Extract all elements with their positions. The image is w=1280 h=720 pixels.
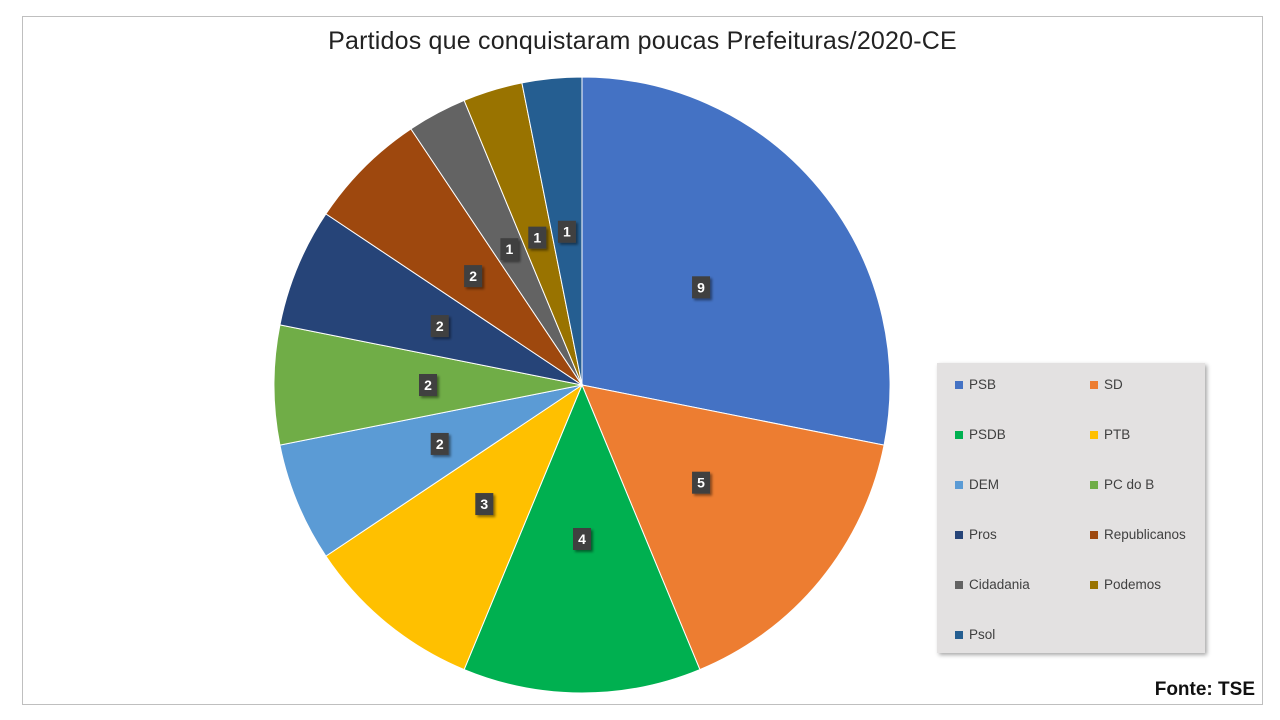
data-label-text: 2 — [469, 268, 477, 284]
data-label-box — [475, 493, 494, 516]
legend-swatch — [955, 630, 963, 639]
legend-swatch — [1090, 580, 1098, 589]
chart-area: Partidos que conquistaram poucas Prefeit… — [22, 16, 1263, 705]
data-label-box — [500, 238, 519, 261]
legend-label: Podemos — [1104, 577, 1162, 592]
pie-slice-ptb — [325, 383, 584, 671]
legend-item-ptb: PTB — [1090, 427, 1130, 442]
legend-label: Pros — [969, 527, 997, 542]
legend-swatch — [1090, 530, 1098, 539]
legend-item-republicanos: Republicanos — [1090, 527, 1186, 542]
legend-label: Psol — [969, 627, 996, 642]
legend-label: PSDB — [969, 427, 1006, 442]
legend-label: PTB — [1104, 427, 1131, 442]
data-label-dem: 2 — [430, 432, 449, 455]
legend-swatch — [955, 430, 963, 439]
data-label-psdb: 4 — [573, 528, 591, 550]
data-label-text: 2 — [436, 436, 444, 452]
data-label-ptb: 3 — [475, 493, 494, 516]
legend: PSB SD PSDB PTB DEM PC do B Pros Republicanos Ci… — [937, 363, 1205, 653]
legend-item-pc-do-b: PC do B — [1090, 477, 1154, 492]
data-label-cidadania: 1 — [500, 238, 519, 261]
data-label-podemos: 1 — [528, 226, 547, 249]
data-label-box — [430, 432, 449, 455]
legend-swatch — [1090, 430, 1098, 439]
legend-label: PSB — [969, 377, 997, 392]
legend-item-cidadania: Cidadania — [955, 577, 1030, 592]
legend-swatch — [1090, 380, 1098, 389]
legend-label: Cidadania — [969, 577, 1030, 592]
data-label-pros: 2 — [430, 315, 449, 338]
data-label-box — [692, 471, 711, 494]
legend-swatch — [955, 480, 963, 489]
data-label-text: 1 — [533, 230, 541, 246]
chart-title: Partidos que conquistaram poucas Prefeit… — [328, 27, 957, 55]
source-note: Fonte: TSE — [1154, 679, 1255, 700]
pie-slice-dem — [279, 384, 583, 557]
legend-label: Republicanos — [1104, 527, 1186, 542]
pie-slice-sd — [581, 384, 885, 671]
pie-slice-psol — [521, 76, 583, 386]
legend-swatch — [955, 530, 963, 539]
legend-label: SD — [1104, 377, 1123, 392]
data-label-text: 4 — [578, 531, 586, 547]
legend-item-pros: Pros — [955, 527, 997, 542]
data-label-text: 5 — [697, 475, 705, 491]
data-label-text: 2 — [436, 318, 444, 334]
data-label-box — [557, 220, 576, 243]
data-label-text: 3 — [480, 496, 488, 512]
pie-data-labels: 9 5 4 3 2 2 2 2 1 1 1 — [419, 220, 711, 550]
legend-label: DEM — [969, 477, 999, 492]
data-label-sd: 5 — [692, 471, 711, 494]
data-label-box — [692, 276, 711, 299]
legend-item-psb: PSB — [955, 377, 996, 392]
legend-item-podemos: Podemos — [1090, 577, 1161, 592]
data-label-box — [573, 528, 591, 550]
data-label-text: 1 — [506, 241, 514, 257]
pie-slice-pros — [279, 213, 583, 386]
data-label-pc-do-b: 2 — [419, 374, 437, 396]
legend-label: PC do B — [1104, 477, 1155, 492]
data-label-psb: 9 — [692, 276, 711, 299]
pie-slice-psb — [581, 76, 891, 446]
legend-swatch — [955, 580, 963, 589]
legend-swatch — [1090, 480, 1098, 489]
pie-slice-republicanos — [325, 128, 583, 386]
data-label-box — [528, 226, 547, 249]
data-label-text: 9 — [697, 279, 705, 295]
data-label-text: 2 — [424, 377, 432, 393]
data-label-psol: 1 — [557, 220, 576, 243]
data-label-text: 1 — [563, 224, 571, 240]
legend-item-psol: Psol — [955, 627, 995, 642]
legend-swatch — [955, 380, 963, 389]
pie-chart: 9 5 4 3 2 2 2 2 1 1 1 — [273, 76, 891, 694]
pie-slices — [273, 76, 891, 694]
data-label-box — [430, 315, 449, 338]
data-label-box — [464, 265, 483, 288]
legend-item-sd: SD — [1090, 377, 1123, 392]
legend-item-dem: DEM — [955, 477, 999, 492]
data-label-republicanos: 2 — [464, 265, 483, 288]
legend-item-psdb: PSDB — [955, 427, 1006, 442]
data-label-box — [419, 374, 437, 396]
